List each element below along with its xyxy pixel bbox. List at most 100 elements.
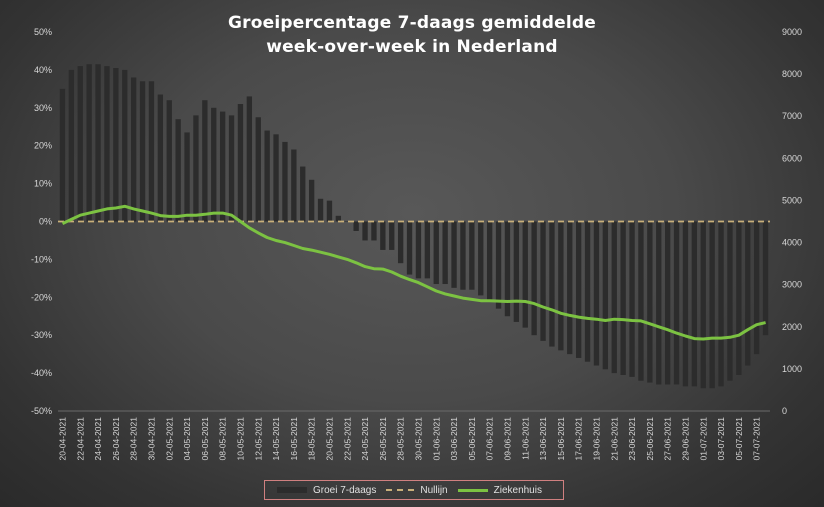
- y-left-tick-label: -20%: [31, 292, 52, 302]
- bar-groei: [504, 221, 511, 317]
- bar-groei: [620, 221, 626, 375]
- y-left-tick-label: 50%: [34, 27, 52, 37]
- x-tick-label: 26-05-2021: [378, 417, 388, 461]
- x-tick-label: 15-06-2021: [556, 417, 566, 461]
- bar-groei: [326, 200, 333, 222]
- bar-groei: [469, 221, 475, 290]
- bar-groei: [584, 221, 591, 362]
- bar-groei: [424, 221, 431, 279]
- y-left-tick-label: 20%: [34, 141, 52, 151]
- bar-groei: [638, 221, 644, 381]
- x-tick-label: 30-05-2021: [413, 417, 423, 461]
- bar-groei: [273, 134, 279, 222]
- x-tick-label: 20-05-2021: [324, 417, 334, 461]
- bar-groei: [567, 221, 573, 355]
- bar-groei: [122, 69, 128, 222]
- x-tick-label: 25-06-2021: [645, 417, 655, 461]
- y-right-tick-label: 4000: [782, 238, 802, 248]
- bar-groei: [664, 221, 671, 385]
- y-right-tick-label: 9000: [782, 27, 802, 37]
- legend-item-groei: Groei 7-daags: [277, 485, 376, 496]
- bar-groei: [157, 94, 164, 222]
- x-tick-label: 24-04-2021: [93, 417, 103, 461]
- bar-groei: [745, 221, 751, 366]
- bar-groei: [255, 117, 261, 222]
- x-tick-label: 23-06-2021: [627, 417, 637, 461]
- bar-groei: [593, 221, 600, 366]
- y-left-tick-label: -40%: [31, 368, 52, 378]
- y-left-tick-label: 40%: [34, 65, 52, 75]
- bar-groei: [513, 221, 520, 322]
- x-tick-label: 03-07-2021: [716, 417, 726, 461]
- bar-groei: [389, 221, 395, 250]
- bar-groei: [59, 88, 66, 222]
- bar-groei: [602, 221, 609, 370]
- bar-groei: [166, 100, 172, 222]
- bar-groei: [718, 221, 724, 387]
- legend-swatch-line: [457, 488, 488, 492]
- bar-groei: [762, 221, 769, 336]
- bar-groei: [611, 221, 617, 374]
- x-tick-label: 19-06-2021: [591, 417, 601, 461]
- bar-groei: [68, 69, 75, 222]
- bar-groei: [175, 119, 181, 222]
- bar-groei: [656, 221, 662, 385]
- bar-groei: [291, 149, 297, 222]
- bar-groei: [682, 221, 689, 387]
- y-left-tick-label: -10%: [31, 254, 52, 264]
- x-tick-label: 28-05-2021: [396, 417, 406, 461]
- legend-label-groei: Groei 7-daags: [313, 484, 377, 496]
- bar-groei: [344, 221, 350, 222]
- y-left-tick-label: 0%: [39, 217, 52, 227]
- x-tick-label: 24-05-2021: [360, 417, 370, 461]
- x-tick-label: 06-05-2021: [200, 417, 210, 461]
- bar-groei: [317, 198, 324, 222]
- x-tick-label: 26-04-2021: [111, 417, 121, 461]
- x-tick-label: 03-06-2021: [449, 417, 459, 461]
- y-left-tick-label: -30%: [31, 330, 52, 340]
- x-tick-label: 02-05-2021: [164, 417, 174, 461]
- y-right-tick-label: 0: [782, 406, 787, 416]
- bar-groei: [709, 221, 715, 389]
- bar-groei: [77, 66, 83, 222]
- x-tick-label: 10-05-2021: [235, 417, 245, 461]
- y-right-tick-label: 1000: [782, 364, 802, 374]
- bar-groei: [736, 221, 742, 375]
- x-tick-label: 21-06-2021: [609, 417, 619, 461]
- bar-groei: [647, 221, 653, 383]
- x-tick-label: 09-06-2021: [502, 417, 512, 461]
- y-right-tick-label: 5000: [782, 195, 802, 205]
- x-tick-label: 16-05-2021: [289, 417, 299, 461]
- bar-groei: [211, 107, 217, 222]
- bar-groei: [130, 77, 137, 222]
- x-tick-label: 22-04-2021: [75, 417, 85, 461]
- x-tick-label: 30-04-2021: [146, 417, 156, 461]
- bar-groei: [629, 221, 635, 377]
- y-left-tick-label: 30%: [34, 103, 52, 113]
- legend-swatch-bar: [277, 487, 307, 493]
- x-tick-label: 08-05-2021: [218, 417, 228, 461]
- bar-groei: [193, 115, 199, 222]
- y-right-tick-label: 6000: [782, 153, 802, 163]
- y-right-tick-label: 2000: [782, 322, 802, 332]
- y-right-tick-label: 3000: [782, 280, 802, 290]
- bar-groei: [415, 221, 422, 279]
- bar-groei: [246, 96, 253, 222]
- x-tick-label: 14-05-2021: [271, 417, 281, 461]
- x-tick-label: 27-06-2021: [663, 417, 673, 461]
- x-tick-label: 04-05-2021: [182, 417, 192, 461]
- bar-groei: [371, 221, 377, 241]
- bar-groei: [397, 221, 404, 264]
- y-right-tick-label: 8000: [782, 69, 802, 79]
- x-tick-label: 13-06-2021: [538, 417, 548, 461]
- x-tick-label: 18-05-2021: [307, 417, 317, 461]
- x-tick-label: 01-07-2021: [698, 417, 708, 461]
- bar-groei: [184, 132, 190, 222]
- legend-item-nullijn: Nullijn: [386, 485, 448, 496]
- x-tick-label: 22-05-2021: [342, 417, 352, 461]
- bar-groei: [148, 81, 155, 222]
- bar-groei: [202, 100, 208, 222]
- bar-groei: [673, 221, 680, 385]
- bar-groei: [380, 221, 386, 250]
